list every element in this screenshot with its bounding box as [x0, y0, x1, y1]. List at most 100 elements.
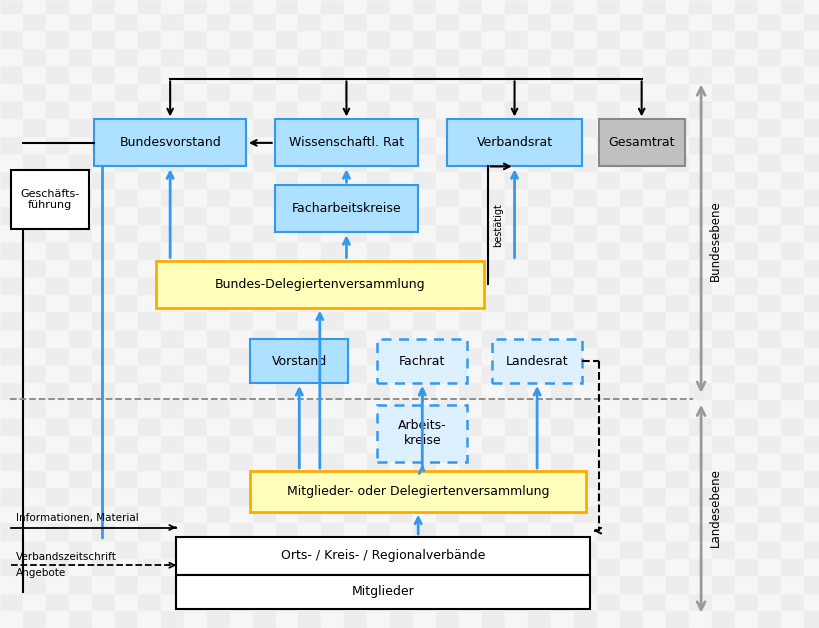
Bar: [344, 100, 367, 118]
Bar: [642, 470, 665, 487]
Bar: [344, 505, 367, 522]
Bar: [803, 65, 819, 83]
Bar: [229, 153, 252, 171]
Bar: [206, 13, 229, 30]
Bar: [734, 188, 757, 206]
Bar: [573, 153, 596, 171]
Bar: [780, 276, 803, 294]
Bar: [780, 171, 803, 188]
Bar: [23, 329, 46, 347]
Bar: [642, 487, 665, 505]
Bar: [573, 610, 596, 628]
Bar: [550, 540, 573, 558]
Bar: [573, 522, 596, 540]
Bar: [367, 276, 390, 294]
Bar: [757, 452, 780, 470]
Bar: [115, 505, 138, 522]
Bar: [436, 487, 459, 505]
Bar: [161, 0, 183, 13]
Bar: [298, 540, 321, 558]
Bar: [275, 153, 298, 171]
Bar: [275, 206, 298, 224]
Bar: [757, 505, 780, 522]
Bar: [688, 153, 711, 171]
Bar: [436, 522, 459, 540]
Bar: [436, 13, 459, 30]
Bar: [505, 505, 527, 522]
Bar: [596, 30, 619, 48]
Bar: [344, 452, 367, 470]
Bar: [413, 347, 436, 364]
Bar: [92, 48, 115, 65]
Bar: [321, 593, 344, 610]
Bar: [436, 575, 459, 593]
Bar: [688, 224, 711, 241]
Bar: [183, 347, 206, 364]
Bar: [711, 224, 734, 241]
Bar: [527, 593, 550, 610]
Bar: [69, 470, 92, 487]
Bar: [206, 136, 229, 153]
FancyBboxPatch shape: [11, 170, 88, 229]
Bar: [688, 399, 711, 417]
Bar: [505, 241, 527, 259]
Bar: [573, 83, 596, 100]
Bar: [92, 118, 115, 136]
Bar: [298, 417, 321, 435]
Bar: [92, 153, 115, 171]
Bar: [390, 347, 413, 364]
Bar: [550, 276, 573, 294]
Bar: [206, 224, 229, 241]
Bar: [711, 153, 734, 171]
Bar: [367, 452, 390, 470]
Bar: [459, 593, 482, 610]
Bar: [550, 435, 573, 452]
Bar: [573, 470, 596, 487]
Bar: [367, 136, 390, 153]
Text: Verbandszeitschrift: Verbandszeitschrift: [16, 552, 117, 562]
Bar: [436, 83, 459, 100]
Bar: [46, 610, 69, 628]
Bar: [550, 30, 573, 48]
Bar: [46, 364, 69, 382]
Bar: [596, 610, 619, 628]
Bar: [711, 435, 734, 452]
Bar: [344, 206, 367, 224]
Bar: [757, 276, 780, 294]
Bar: [69, 206, 92, 224]
Bar: [459, 505, 482, 522]
Bar: [619, 593, 642, 610]
Bar: [436, 276, 459, 294]
Bar: [275, 241, 298, 259]
Bar: [459, 100, 482, 118]
Bar: [803, 171, 819, 188]
Bar: [183, 83, 206, 100]
Bar: [619, 100, 642, 118]
Bar: [459, 224, 482, 241]
Bar: [734, 487, 757, 505]
Bar: [390, 329, 413, 347]
Bar: [206, 452, 229, 470]
Bar: [757, 171, 780, 188]
Bar: [803, 311, 819, 329]
Bar: [367, 83, 390, 100]
Bar: [206, 259, 229, 276]
Bar: [596, 206, 619, 224]
Bar: [206, 30, 229, 48]
Bar: [734, 259, 757, 276]
Bar: [161, 558, 183, 575]
Bar: [665, 593, 688, 610]
Bar: [23, 153, 46, 171]
Text: Bundesebene: Bundesebene: [708, 200, 722, 281]
Bar: [688, 206, 711, 224]
Bar: [367, 48, 390, 65]
Bar: [505, 364, 527, 382]
Bar: [482, 347, 505, 364]
Bar: [229, 382, 252, 399]
Bar: [23, 435, 46, 452]
Bar: [206, 294, 229, 311]
Bar: [803, 276, 819, 294]
Bar: [665, 558, 688, 575]
Bar: [803, 610, 819, 628]
Bar: [619, 30, 642, 48]
